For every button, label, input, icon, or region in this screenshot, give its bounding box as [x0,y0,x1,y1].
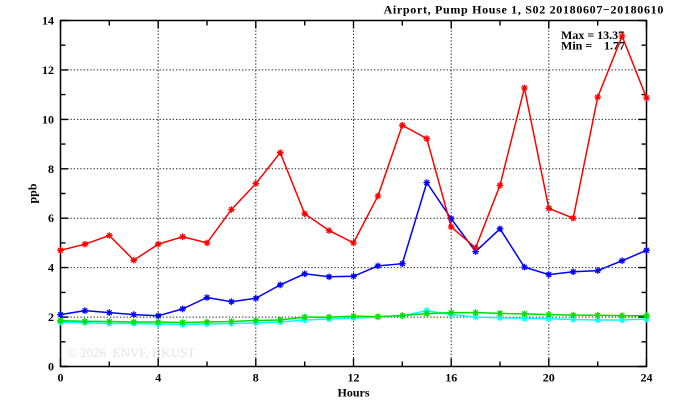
svg-text:0: 0 [58,370,64,384]
svg-text:4: 4 [48,261,54,275]
svg-text:Min =: Min = [561,39,592,53]
svg-text:0: 0 [48,360,54,374]
svg-text:6: 6 [48,211,54,225]
svg-text:10: 10 [42,112,54,126]
svg-text:20: 20 [543,370,555,384]
svg-text:16: 16 [445,370,457,384]
svg-text:8: 8 [253,370,259,384]
svg-text:12: 12 [42,63,54,77]
svg-text:14: 14 [42,14,54,28]
svg-text:Max = 13.37: Max = 13.37 [561,28,624,42]
svg-text:ppb: ppb [26,183,40,203]
svg-text:1.77: 1.77 [604,39,625,53]
svg-text:8: 8 [48,162,54,176]
svg-text:24: 24 [641,370,653,384]
svg-text:Airport, Pump House 1, S02 201: Airport, Pump House 1, S02 20180607−2018… [384,3,664,17]
svg-text:Hours: Hours [337,386,369,400]
svg-text:2: 2 [48,310,54,324]
svg-text:12: 12 [348,370,360,384]
svg-text:4: 4 [155,370,161,384]
svg-text:© 2026 ENVF, HKUST: © 2026 ENVF, HKUST [67,345,195,360]
